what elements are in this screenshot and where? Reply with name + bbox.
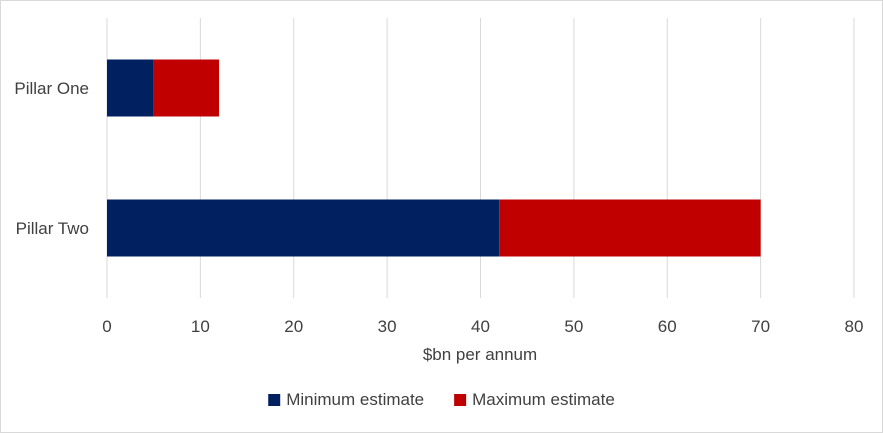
x-axis-title: $bn per annum bbox=[423, 345, 537, 364]
category-label: Pillar Two bbox=[16, 219, 89, 238]
x-tick-label: 80 bbox=[845, 317, 864, 336]
bar-segment bbox=[153, 59, 220, 117]
bar-segment bbox=[499, 199, 761, 257]
legend-label: Maximum estimate bbox=[472, 390, 615, 409]
x-tick-label: 10 bbox=[191, 317, 210, 336]
bars bbox=[107, 59, 761, 257]
x-tick-labels: 0 10 20 30 40 50 60 70 80 bbox=[102, 317, 863, 336]
category-labels: Pillar One Pillar Two bbox=[14, 79, 89, 238]
x-tick-label: 20 bbox=[284, 317, 303, 336]
x-tick-label: 30 bbox=[378, 317, 397, 336]
legend-item: Maximum estimate bbox=[454, 390, 615, 409]
x-tick-label: 70 bbox=[751, 317, 770, 336]
legend-item: Minimum estimate bbox=[268, 390, 424, 409]
x-tick-label: 40 bbox=[471, 317, 490, 336]
legend: Minimum estimate Maximum estimate bbox=[268, 390, 615, 409]
legend-label: Minimum estimate bbox=[286, 390, 424, 409]
x-tick-label: 60 bbox=[658, 317, 677, 336]
category-label: Pillar One bbox=[14, 79, 89, 98]
bar-segment bbox=[107, 199, 500, 257]
bar-segment bbox=[107, 59, 154, 117]
legend-swatch bbox=[454, 394, 467, 406]
x-tick-label: 0 bbox=[102, 317, 111, 336]
legend-swatch bbox=[268, 394, 281, 406]
x-tick-label: 50 bbox=[564, 317, 583, 336]
